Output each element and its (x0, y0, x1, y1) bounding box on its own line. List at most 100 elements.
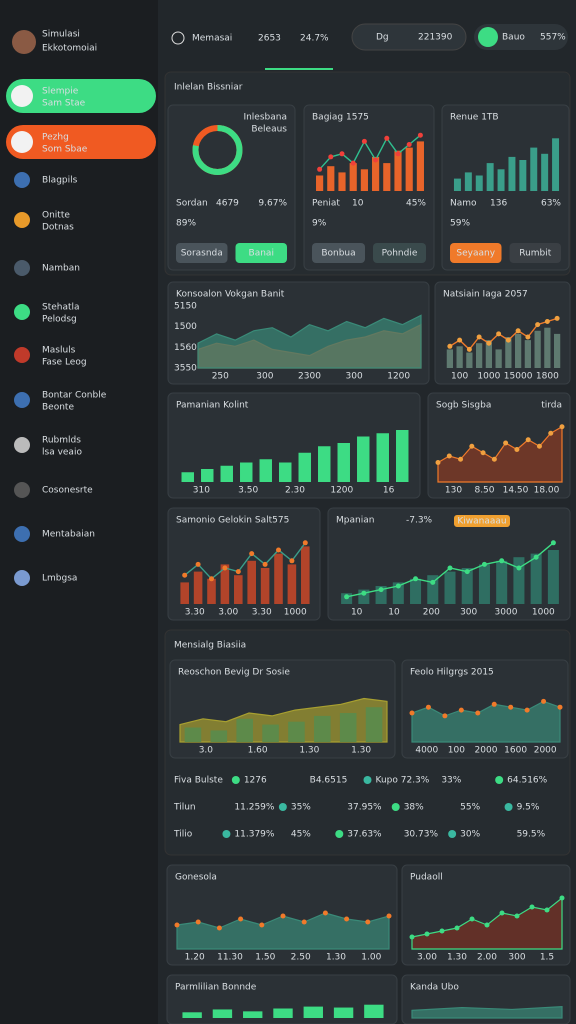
badge[interactable] (474, 24, 568, 50)
area (411, 896, 563, 950)
bar (333, 1007, 354, 1018)
point (536, 443, 542, 449)
table-cell: 55% (460, 803, 480, 813)
button[interactable] (176, 243, 228, 263)
point (486, 340, 492, 346)
table-cell: 37.63% (347, 830, 382, 840)
bar (234, 575, 243, 604)
top-value: 2653 (258, 34, 281, 44)
bar (318, 446, 331, 482)
nav-label[interactable]: Stehatla (42, 303, 80, 313)
section-title: Inlelan Bissniar (174, 83, 243, 93)
search-box[interactable] (351, 23, 467, 51)
nav-sub: Fase Leog (42, 358, 87, 368)
card (441, 104, 570, 271)
status-dot (495, 776, 504, 784)
button-label[interactable]: Sorasnda (181, 249, 223, 259)
bar (298, 452, 311, 482)
stat-change: 45% (406, 199, 426, 209)
button-label[interactable]: Bonbua (321, 249, 355, 259)
table-cell: 11.379% (234, 830, 274, 840)
bar (182, 1012, 202, 1018)
bar (288, 721, 305, 742)
button[interactable] (312, 243, 365, 263)
point (395, 583, 401, 589)
point (301, 919, 307, 925)
button[interactable] (509, 243, 562, 263)
bar (210, 730, 228, 742)
card-title: Pudaoll (410, 873, 443, 883)
point (235, 569, 241, 575)
button-label[interactable]: Seyaany (456, 249, 495, 259)
status-dot (231, 776, 240, 784)
point (430, 579, 436, 585)
nav-icon (11, 85, 33, 107)
point (259, 922, 265, 928)
bar (513, 557, 525, 604)
table-cell: B4.6515 (310, 776, 348, 786)
nav-label[interactable]: Blagpils (42, 176, 78, 186)
bar (360, 169, 368, 191)
button-label[interactable]: Banai (249, 249, 274, 259)
point (365, 919, 371, 925)
button-label[interactable]: Pohndie (382, 249, 418, 259)
search-text: Dg (376, 33, 389, 43)
x-label: 11.30 (217, 953, 243, 963)
point (222, 565, 228, 571)
button[interactable] (235, 243, 288, 263)
nav-sub: Dotnas (42, 223, 74, 233)
point (525, 334, 531, 340)
stat-value: 10 (352, 199, 364, 209)
bar (240, 462, 253, 482)
top-label: Memasai (192, 34, 232, 44)
nav-pill[interactable] (6, 79, 156, 113)
nav-label[interactable]: Lmbgsa (42, 574, 77, 584)
bar (530, 147, 538, 191)
nav-label[interactable]: Masluls (42, 346, 76, 356)
stat-big: 9% (312, 219, 327, 229)
button[interactable] (373, 243, 426, 263)
area (179, 697, 388, 743)
card-title: Parmlilian Bonnde (175, 983, 257, 993)
nav-label[interactable]: Mentabaian (42, 530, 95, 540)
nav-icon (14, 212, 30, 228)
badge-value: 557% (540, 33, 566, 43)
table-cell: 9.5% (517, 803, 540, 813)
bar (383, 163, 391, 191)
card-title: Mpanian (336, 516, 374, 526)
nav-sub: Beonte (42, 403, 74, 413)
nav-label[interactable]: Slempie (42, 87, 79, 97)
nav-pill[interactable] (6, 125, 156, 159)
point (195, 919, 201, 925)
point (280, 913, 286, 919)
point (174, 922, 180, 928)
point (480, 450, 486, 456)
nav-label[interactable]: Pezhg (42, 133, 69, 143)
stat-change: 63% (541, 199, 561, 209)
nav-label[interactable]: Cosonesrte (42, 486, 93, 496)
x-label: 1.5 (540, 953, 554, 963)
nav-label[interactable]: Namban (42, 264, 80, 274)
bar (259, 459, 272, 482)
bar (456, 346, 463, 368)
point (544, 319, 550, 324)
button[interactable] (450, 243, 502, 263)
nav-icon (14, 526, 30, 542)
bar (453, 178, 461, 191)
nav-label[interactable]: Bontar Conble (42, 391, 107, 401)
x-label: 1200 (330, 486, 353, 496)
status-dot (504, 803, 513, 811)
stat-value: 136 (490, 199, 507, 209)
bar (392, 582, 404, 604)
card-note: Inlesbana (243, 113, 287, 123)
point (417, 132, 423, 138)
button-label[interactable]: Rumbit (519, 249, 552, 259)
nav-label[interactable]: Rubmlds (42, 436, 81, 446)
nav-label[interactable]: Onitte (42, 211, 70, 221)
point (550, 540, 556, 546)
bar (262, 724, 279, 742)
bar (396, 430, 409, 482)
status-dot (363, 776, 372, 784)
point (481, 561, 487, 567)
